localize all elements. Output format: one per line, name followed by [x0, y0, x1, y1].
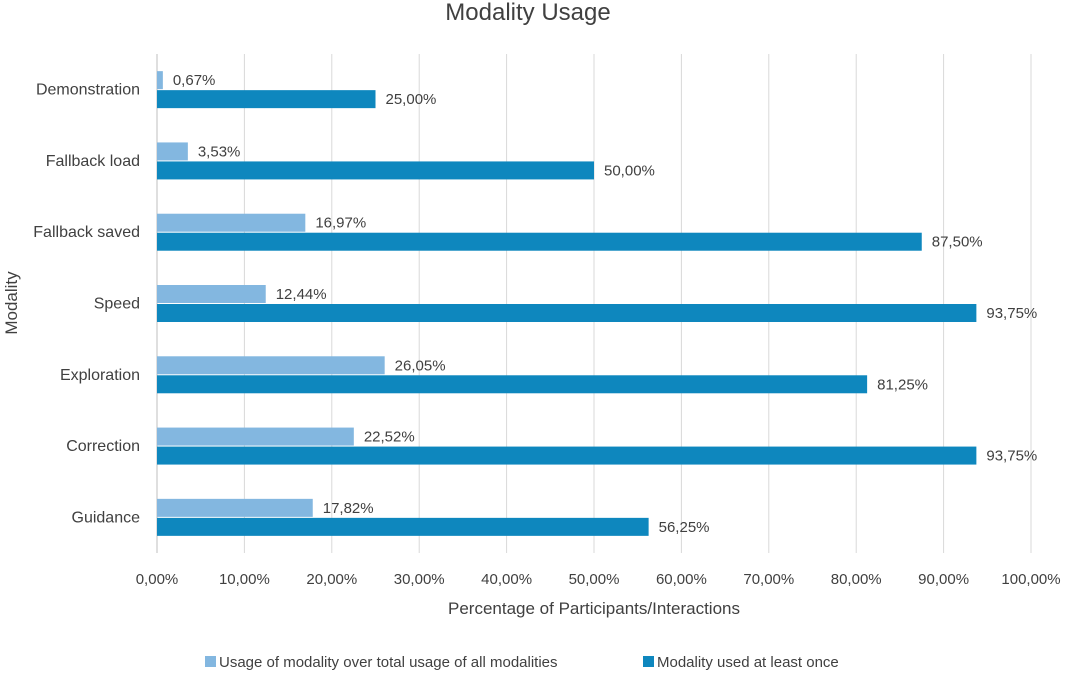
category-label-exploration: Exploration	[60, 367, 140, 384]
y-axis-label: Modality	[2, 271, 21, 335]
category-label-fallback-load: Fallback load	[46, 153, 140, 170]
data-label-usage-share-correction: 22,52%	[364, 429, 415, 446]
gridlines	[156, 54, 1032, 553]
x-tick-label-2: 20,00%	[306, 571, 357, 588]
data-label-used-once-correction: 93,75%	[986, 448, 1037, 465]
bar-used-once-demonstration	[157, 90, 376, 109]
x-tick-label-6: 60,00%	[656, 571, 707, 588]
x-tick-label-7: 70,00%	[743, 571, 794, 588]
legend: Usage of modality over total usage of al…	[205, 654, 839, 671]
legend-swatch-0	[205, 656, 216, 667]
category-label-guidance: Guidance	[72, 509, 141, 526]
category-label-demonstration: Demonstration	[36, 82, 140, 99]
bar-usage-share-demonstration	[157, 71, 163, 90]
x-tick-label-1: 10,00%	[219, 571, 270, 588]
data-labels: 0,67% 25,00% 3,53% 50,00% 16,97% 87,50% 12,44%…	[173, 72, 1037, 536]
x-tick-label-8: 80,00%	[831, 571, 882, 588]
legend-swatch-1	[643, 656, 654, 667]
bar-usage-share-fallback-saved	[157, 213, 306, 232]
x-tick-label-0: 0,00%	[136, 571, 179, 588]
legend-label-0: Usage of modality over total usage of al…	[219, 654, 558, 671]
category-label-speed: Speed	[94, 296, 140, 313]
data-label-used-once-speed: 93,75%	[986, 305, 1037, 322]
bar-used-once-exploration	[157, 375, 868, 394]
data-label-usage-share-speed: 12,44%	[276, 286, 327, 303]
data-label-used-once-exploration: 81,25%	[877, 376, 928, 393]
x-tick-label-10: 100,00%	[1001, 571, 1060, 588]
x-tick-label-4: 40,00%	[481, 571, 532, 588]
x-tick-label-9: 90,00%	[918, 571, 969, 588]
x-tick-labels: 0,00% 10,00% 20,00% 30,00% 40,00% 50,00% 60,00…	[136, 571, 1061, 588]
bar-usage-share-exploration	[157, 356, 385, 375]
bar-used-once-fallback-saved	[157, 232, 922, 251]
category-labels: Demonstration Fallback load Fallback saved…	[33, 82, 140, 527]
bar-used-once-fallback-load	[157, 161, 594, 180]
bar-used-once-speed	[157, 304, 977, 322]
legend-label-1: Modality used at least once	[657, 654, 839, 671]
chart-title: Modality Usage	[445, 0, 610, 26]
x-tick-label-3: 30,00%	[394, 571, 445, 588]
data-label-used-once-fallback-saved: 87,50%	[932, 234, 983, 251]
data-label-usage-share-exploration: 26,05%	[395, 357, 446, 374]
bar-used-once-guidance	[157, 517, 649, 536]
bar-usage-share-correction	[157, 427, 354, 446]
data-label-used-once-guidance: 56,25%	[659, 519, 710, 536]
data-label-used-once-fallback-load: 50,00%	[604, 162, 655, 179]
data-label-used-once-demonstration: 25,00%	[386, 91, 437, 108]
bar-used-once-correction	[157, 446, 977, 465]
bar-usage-share-guidance	[157, 498, 313, 517]
x-axis-label: Percentage of Participants/Interactions	[448, 599, 740, 618]
category-label-correction: Correction	[66, 438, 140, 455]
data-label-usage-share-fallback-saved: 16,97%	[315, 215, 366, 232]
bar-usage-share-speed	[157, 285, 266, 303]
x-tick-label-5: 50,00%	[569, 571, 620, 588]
data-label-usage-share-demonstration: 0,67%	[173, 72, 216, 89]
data-label-usage-share-fallback-load: 3,53%	[198, 143, 241, 160]
data-label-usage-share-guidance: 17,82%	[323, 500, 374, 517]
category-label-fallback-saved: Fallback saved	[33, 224, 140, 241]
bar-usage-share-fallback-load	[157, 142, 188, 161]
bars	[157, 71, 977, 536]
